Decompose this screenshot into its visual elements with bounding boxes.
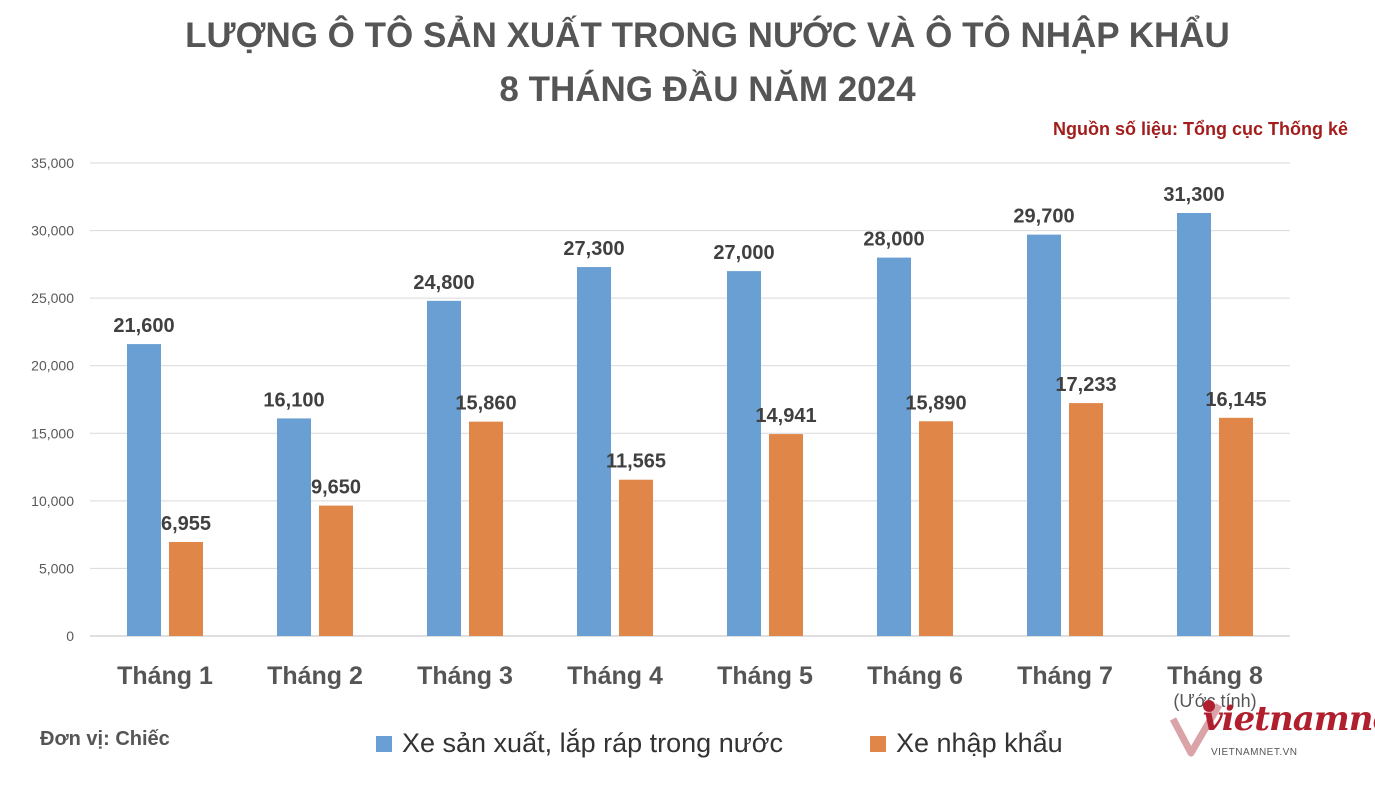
x-tick-label: Tháng 7 — [1017, 662, 1113, 690]
data-label: 11,565 — [606, 451, 666, 473]
bar-domestic — [877, 257, 911, 636]
data-label: 9,650 — [311, 477, 361, 499]
logo-domain-text: VIETNAMNET.VN — [1211, 747, 1298, 758]
y-tick-label: 30,000 — [31, 223, 74, 239]
data-label: 31,300 — [1163, 184, 1224, 206]
x-tick-label: Tháng 8 — [1167, 662, 1263, 690]
vietnamnet-logo: vietnamnet VIETNAMNET.VN — [1165, 697, 1375, 767]
chart-title-line1: LƯỢNG Ô TÔ SẢN XUẤT TRONG NƯỚC VÀ Ô TÔ N… — [185, 16, 1230, 55]
bar-domestic — [427, 300, 461, 636]
bar-domestic — [127, 344, 161, 636]
y-tick-label: 10,000 — [31, 493, 74, 509]
unit-note: Đơn vị: Chiếc — [40, 728, 170, 750]
bar-domestic — [1027, 234, 1061, 636]
legend-item-domestic: Xe sản xuất, lắp ráp trong nước — [376, 728, 783, 759]
bar-imported — [919, 421, 953, 636]
y-tick-label: 15,000 — [31, 425, 74, 441]
logo-brand-text: vietnamnet — [1203, 699, 1375, 739]
legend-item-imported: Xe nhập khẩu — [870, 728, 1063, 759]
bar-imported — [319, 505, 353, 636]
logo-check-mark-icon — [1169, 700, 1223, 757]
y-tick-label: 25,000 — [31, 290, 74, 306]
data-label: 17,233 — [1055, 374, 1116, 396]
x-tick-label: Tháng 1 — [117, 662, 213, 690]
x-tick-note: (Ước tính) — [1173, 691, 1256, 711]
legend-label-domestic: Xe sản xuất, lắp ráp trong nước — [402, 728, 783, 758]
x-tick-label: Tháng 2 — [267, 662, 363, 690]
data-label: 6,955 — [161, 513, 211, 535]
data-label: 24,800 — [413, 272, 474, 294]
bar-domestic — [727, 271, 761, 636]
data-label: 15,860 — [455, 393, 516, 415]
y-tick-label: 35,000 — [31, 155, 74, 171]
y-tick-label: 0 — [66, 628, 74, 644]
x-tick-label: Tháng 5 — [717, 662, 813, 690]
data-label: 14,941 — [755, 405, 816, 427]
legend-swatch-domestic — [376, 735, 392, 752]
data-source-note: Nguồn số liệu: Tổng cục Thống kê — [1053, 119, 1348, 139]
data-label: 28,000 — [863, 229, 924, 251]
bar-imported — [1219, 417, 1253, 636]
data-label: 15,890 — [905, 392, 966, 414]
data-label: 16,145 — [1205, 389, 1266, 411]
data-label: 27,300 — [563, 238, 624, 260]
bar-domestic — [1177, 213, 1211, 636]
bar-imported — [469, 421, 503, 636]
data-label: 29,700 — [1013, 206, 1074, 228]
chart-title-line2: 8 THÁNG ĐẦU NĂM 2024 — [499, 70, 916, 109]
y-tick-label: 20,000 — [31, 358, 74, 374]
bar-imported — [1069, 403, 1103, 636]
bar-domestic — [277, 418, 311, 636]
bar-imported — [169, 542, 203, 636]
data-label: 21,600 — [113, 315, 174, 337]
data-label: 27,000 — [713, 242, 774, 264]
data-label: 16,100 — [263, 389, 324, 411]
legend-label-imported: Xe nhập khẩu — [896, 728, 1063, 758]
x-tick-label: Tháng 4 — [567, 662, 663, 690]
legend-swatch-imported — [870, 735, 886, 752]
x-tick-label: Tháng 3 — [417, 662, 513, 690]
bar-imported — [619, 479, 653, 636]
x-tick-label: Tháng 6 — [867, 662, 963, 690]
y-tick-label: 5,000 — [39, 560, 74, 576]
bar-domestic — [577, 267, 611, 636]
bar-imported — [769, 434, 803, 636]
